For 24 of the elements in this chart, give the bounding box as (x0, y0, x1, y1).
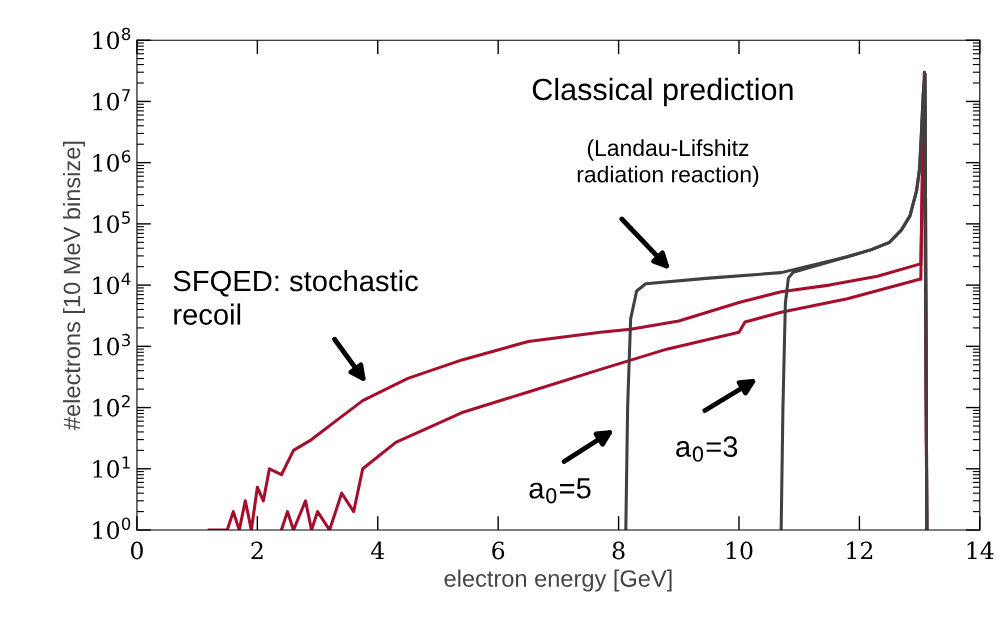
x-tick-label: 4 (370, 541, 385, 560)
y-tick-label: 10$^{7}$ (93, 89, 130, 111)
x-tick-label: 0 (131, 541, 143, 560)
x-tick-label: 2 (251, 541, 263, 560)
annotation: Classical prediction (532, 77, 793, 107)
x-tick-label: 6 (492, 541, 505, 560)
annotation: (Landau-Lifshitz radiation reaction) (577, 139, 759, 187)
y-tick-label: 10$^{1}$ (93, 456, 130, 478)
y-tick-label: 10$^{4}$ (93, 272, 131, 295)
y-tick-label: 10$^{2}$ (93, 395, 130, 417)
y-axis-title: #electrons [10 MeV binsize] (62, 141, 85, 431)
x-tick-label: 8 (612, 541, 625, 560)
x-tick-label: 10 (726, 541, 753, 560)
x-axis-title: electron energy [GeV] (444, 569, 672, 592)
y-tick-label: 10$^{5}$ (93, 211, 130, 234)
y-tick-label: 10$^{3}$ (93, 333, 130, 356)
y-tick-label: 10$^{0}$ (93, 517, 131, 540)
x-tick-label: 14 (967, 541, 994, 560)
annotation: a$_{0}$=5 (529, 478, 591, 504)
annotation: SFQED: stochastic recoil (173, 269, 418, 325)
y-tick-label: 10$^{6}$ (93, 150, 131, 172)
x-tick-label: 12 (847, 541, 873, 560)
y-tick-label: 10$^{8}$ (93, 27, 131, 50)
annotation: a$_{0}$=3 (676, 436, 738, 462)
